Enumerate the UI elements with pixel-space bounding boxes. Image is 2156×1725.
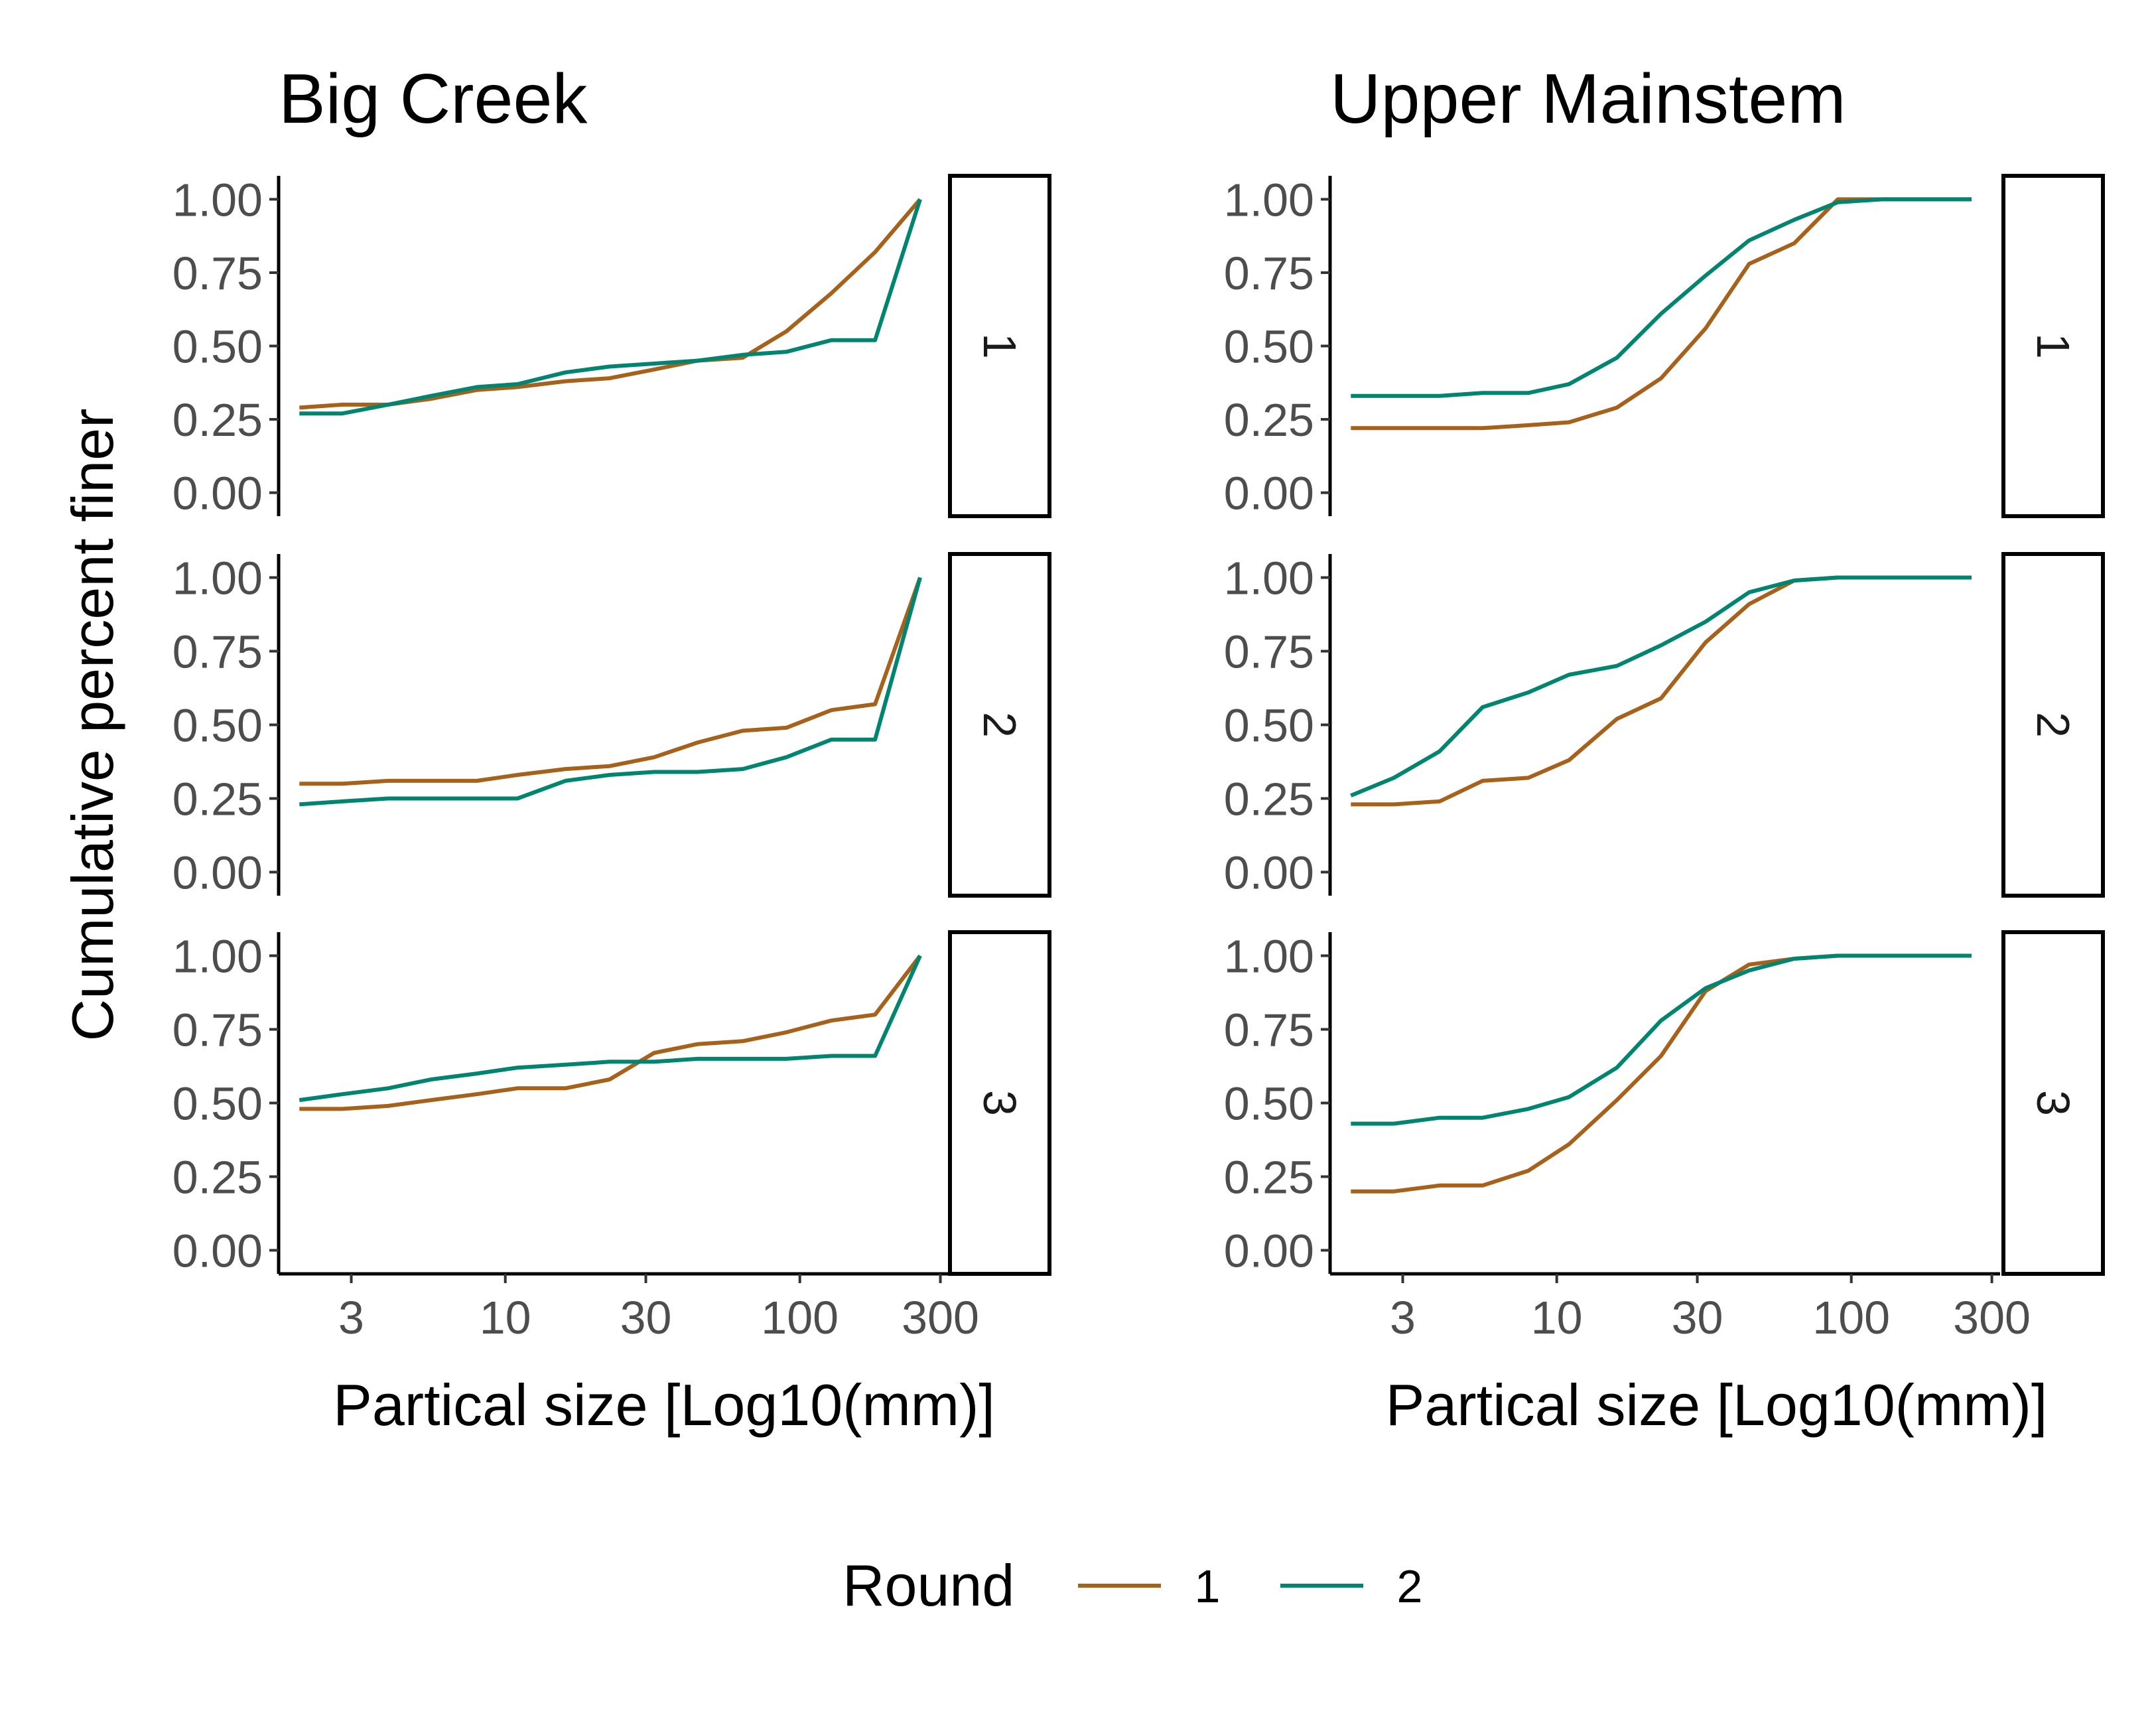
- facet-strip-label: 1: [974, 333, 1026, 359]
- x-tick-label: 3: [338, 1292, 364, 1344]
- y-tick-label: 0.75: [1224, 247, 1314, 299]
- y-tick-label: 0.25: [1224, 773, 1314, 825]
- series-line-round-2: [1351, 197, 1972, 398]
- x-tick-label: 30: [1672, 1292, 1723, 1344]
- y-tick-label: 0.75: [1224, 626, 1314, 678]
- series-line-round-1: [299, 954, 922, 1111]
- facet-1-1: 0.00 0.25 0.50 0.75 1.00 2: [1224, 552, 2105, 898]
- facet-strip: [948, 930, 1051, 1276]
- y-tick-label: 0.25: [172, 773, 263, 825]
- x-tick-label: 100: [761, 1292, 839, 1344]
- y-tick-label: 1.00: [172, 174, 263, 226]
- panel-1: Upper Mainstem0.000.250.500.751.0010.000…: [1224, 60, 2105, 1438]
- facet-strip-label: 3: [974, 1090, 1026, 1116]
- facet-strip: [948, 174, 1051, 518]
- y-tick-label: 0.25: [1224, 394, 1314, 446]
- y-tick-label: 0.75: [172, 1004, 263, 1056]
- y-tick-label: 0.75: [172, 247, 263, 299]
- y-tick-label: 0.00: [1224, 468, 1314, 519]
- legend-label: 2: [1397, 1560, 1423, 1612]
- legend-label: 1: [1195, 1560, 1221, 1612]
- x-tick-label: 100: [1812, 1292, 1890, 1344]
- y-tick-label: 0.25: [172, 394, 263, 446]
- x-axis-title: Partical size [Log10(mm)]: [1386, 1372, 2048, 1438]
- y-tick-label: 1.00: [172, 553, 263, 604]
- facet-strip-label: 3: [2027, 1090, 2079, 1116]
- series-line-round-1: [299, 577, 922, 786]
- facet-strip: [948, 552, 1051, 898]
- x-tick-label: 10: [1531, 1292, 1583, 1344]
- y-tick-label: 0.50: [172, 321, 263, 373]
- y-tick-label: 0.50: [1224, 321, 1314, 373]
- x-tick-label: 10: [480, 1292, 531, 1344]
- x-tick-label: 300: [1953, 1292, 2031, 1344]
- chart-root: Big Creek0.000.250.500.751.0010.000.250.…: [60, 60, 2105, 1618]
- y-tick-label: 0.50: [1224, 700, 1314, 752]
- x-tick-label: 3: [1390, 1292, 1416, 1344]
- panel-title: Upper Mainstem: [1330, 60, 1846, 138]
- x-tick-label: 300: [902, 1292, 979, 1344]
- y-tick-label: 0.50: [1224, 1078, 1314, 1130]
- facet-strip: [2001, 930, 2105, 1276]
- series-line-round-2: [1351, 953, 1972, 1126]
- series-line-round-2: [299, 955, 922, 1103]
- y-tick-label: 0.25: [172, 1151, 263, 1203]
- y-tick-label: 0.00: [172, 1225, 263, 1276]
- x-tick-label: 30: [620, 1292, 672, 1344]
- y-tick-label: 1.00: [172, 931, 263, 983]
- y-tick-label: 0.75: [172, 626, 263, 678]
- y-tick-label: 0.00: [1224, 1225, 1314, 1276]
- y-tick-label: 0.50: [172, 700, 263, 752]
- panel-title: Big Creek: [279, 60, 588, 138]
- series-line-round-2: [1350, 575, 1972, 797]
- series-line-round-2: [299, 577, 922, 807]
- facet-strip: [2001, 174, 2105, 518]
- facet-strip-label: 2: [974, 712, 1026, 738]
- facet-0-0: 0.00 0.25 0.50 0.75 1.00 1: [172, 174, 1051, 519]
- y-tick-label: 0.25: [1224, 1151, 1314, 1203]
- facet-0-2: 0.00 0.25 0.50 0.75 1.00 3 3 10 30 100 300 Partical…: [172, 930, 1051, 1438]
- facet-1-0: 0.00 0.25 0.50 0.75 1.00 1: [1224, 174, 2105, 519]
- y-tick-label: 0.50: [172, 1078, 263, 1130]
- legend: Round 1 2: [842, 1552, 1422, 1618]
- y-tick-label: 1.00: [1224, 931, 1314, 983]
- facet-0-1: 0.00 0.25 0.50 0.75 1.00 2: [172, 552, 1051, 898]
- panel-0: Big Creek0.000.250.500.751.0010.000.250.…: [172, 60, 1051, 1438]
- y-tick-label: 0.75: [1224, 1004, 1314, 1056]
- legend-title: Round: [842, 1552, 1014, 1618]
- facet-strip-label: 1: [2027, 333, 2079, 359]
- y-axis-title: Cumulative percent finer: [60, 409, 125, 1042]
- facet-strip: [2001, 552, 2105, 898]
- y-tick-label: 0.00: [172, 847, 263, 898]
- facet-strip-label: 2: [2027, 712, 2079, 738]
- facet-1-2: 0.00 0.25 0.50 0.75 1.00 3 3 10 30 100 300 Partical…: [1224, 930, 2105, 1438]
- y-tick-label: 0.00: [1224, 847, 1314, 898]
- x-axis-title: Partical size [Log10(mm)]: [333, 1372, 995, 1438]
- y-tick-label: 0.00: [172, 468, 263, 519]
- y-tick-label: 1.00: [1224, 174, 1314, 226]
- y-tick-label: 1.00: [1224, 553, 1314, 604]
- series-line-round-2: [299, 198, 922, 416]
